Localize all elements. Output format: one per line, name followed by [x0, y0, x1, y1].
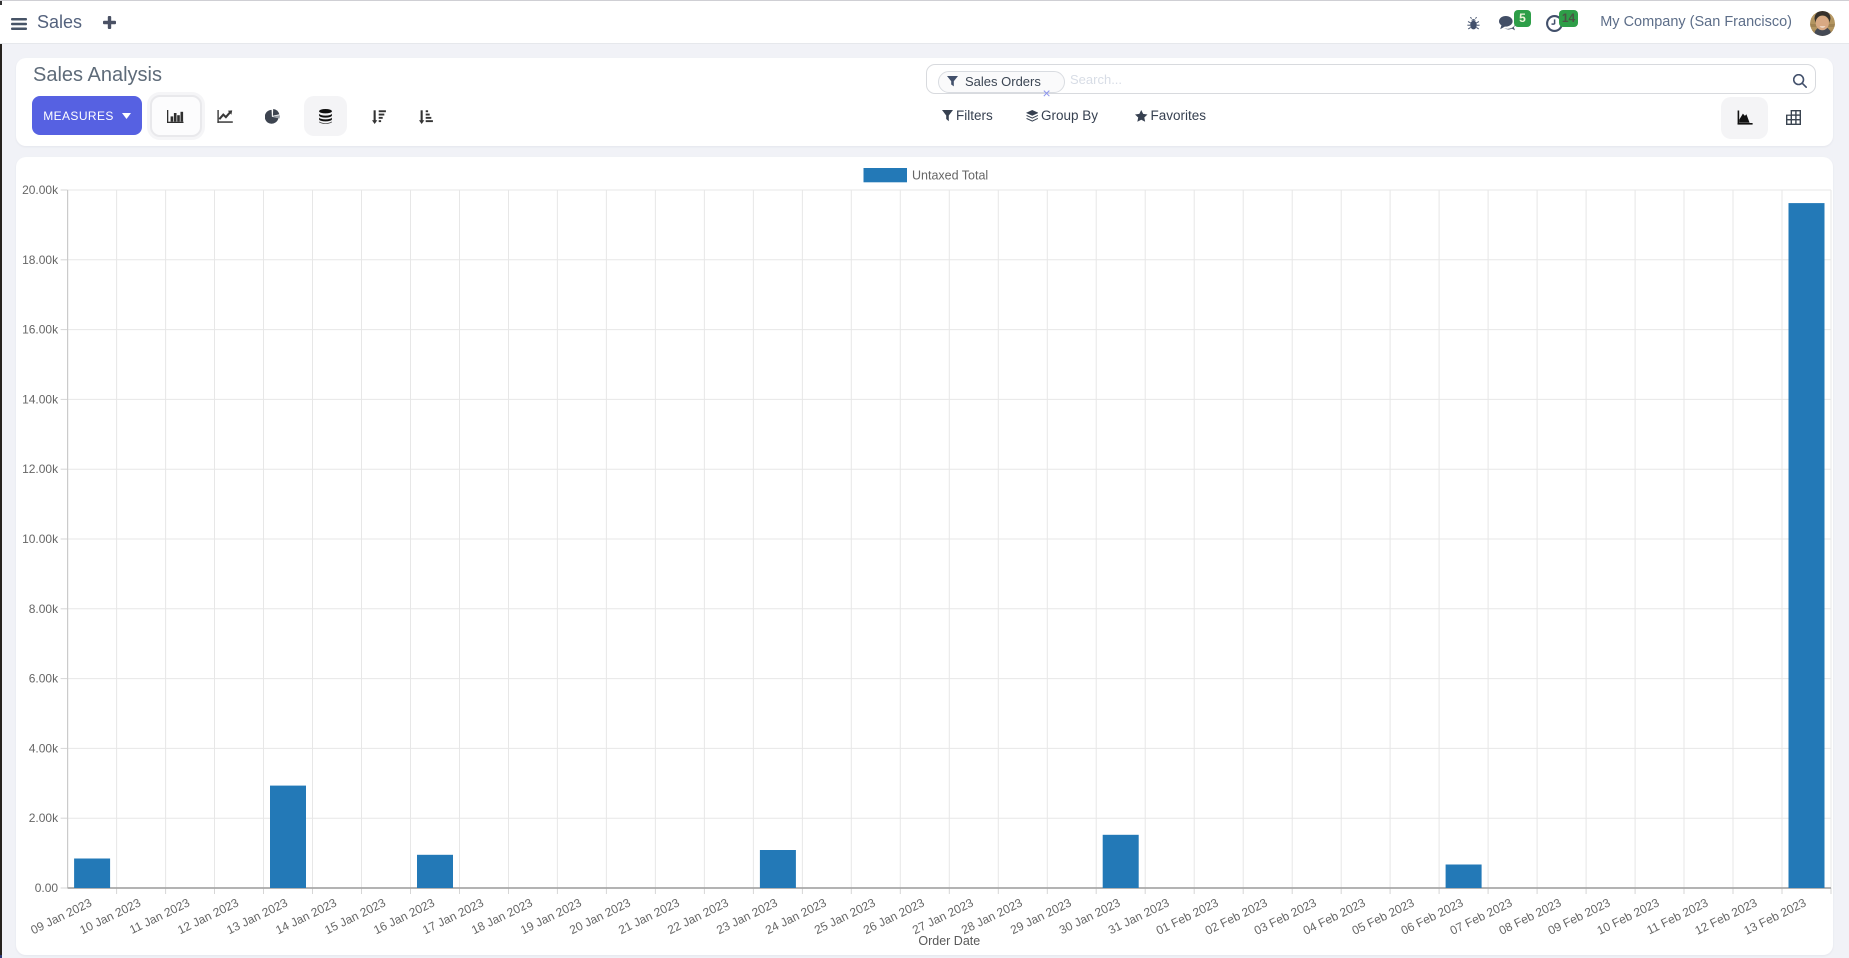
- svg-text:0.00: 0.00: [35, 881, 59, 895]
- svg-text:2.00k: 2.00k: [29, 811, 59, 825]
- svg-text:4.00k: 4.00k: [29, 741, 59, 755]
- svg-text:18.00k: 18.00k: [22, 253, 59, 267]
- svg-text:Untaxed Total: Untaxed Total: [912, 169, 988, 183]
- svg-text:14.00k: 14.00k: [22, 392, 59, 406]
- svg-text:12.00k: 12.00k: [22, 462, 59, 476]
- svg-text:8.00k: 8.00k: [29, 602, 59, 616]
- svg-text:6.00k: 6.00k: [29, 672, 59, 686]
- svg-text:Order Date: Order Date: [918, 934, 980, 948]
- svg-text:20.00k: 20.00k: [22, 183, 59, 197]
- svg-text:10.00k: 10.00k: [22, 532, 59, 546]
- svg-text:16.00k: 16.00k: [22, 323, 59, 337]
